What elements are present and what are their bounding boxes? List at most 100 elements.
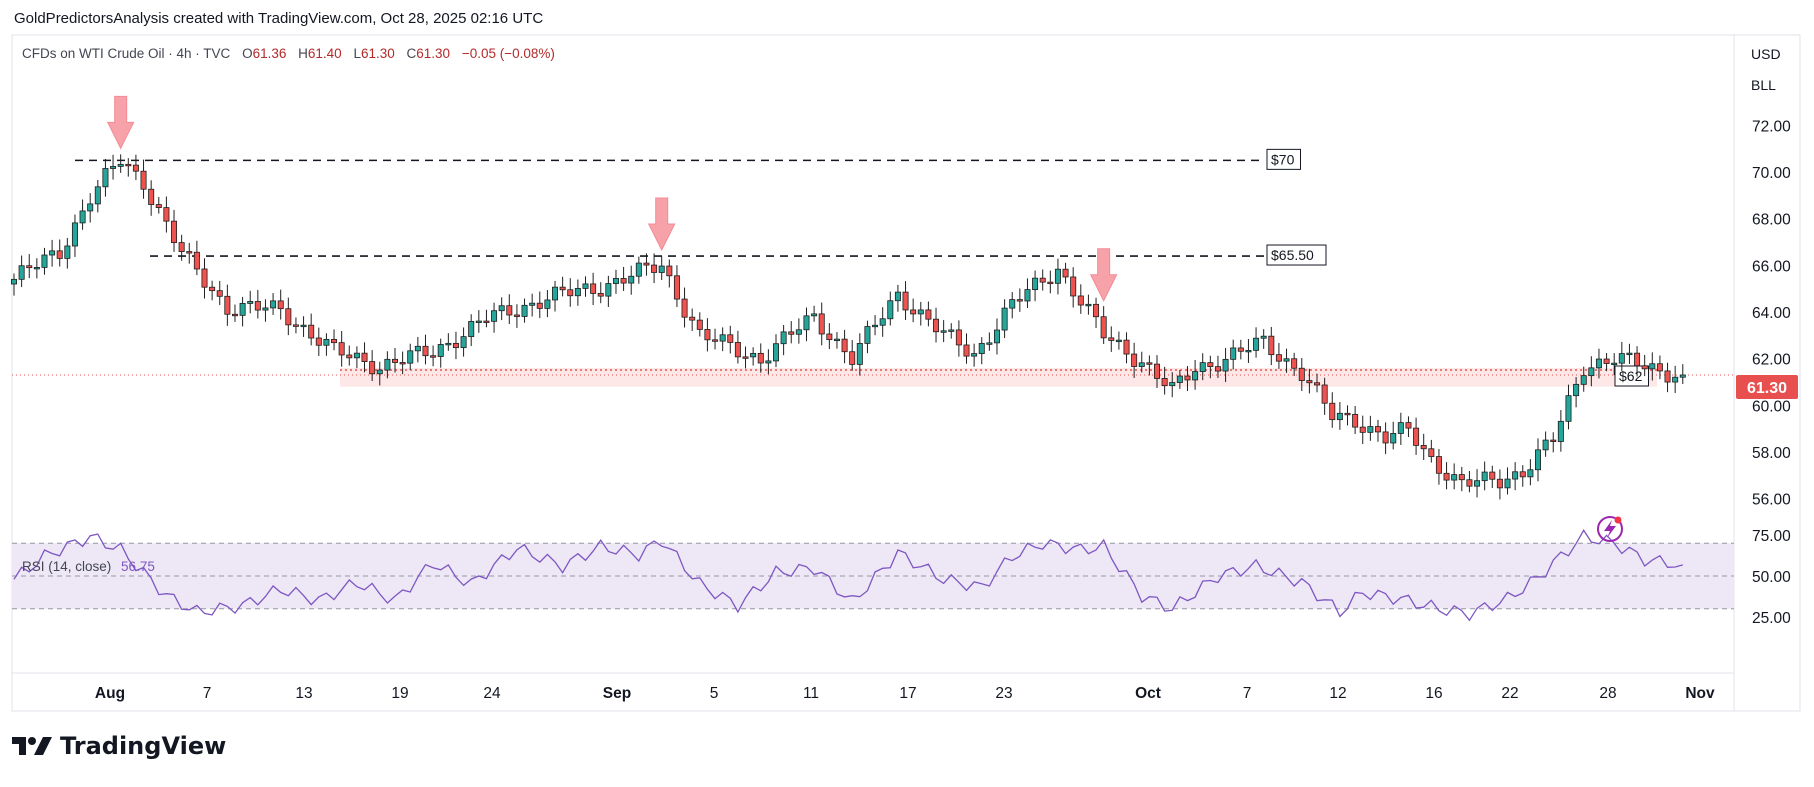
candle-body — [521, 304, 528, 317]
candle-body — [1085, 303, 1092, 307]
candle-body — [1123, 339, 1130, 355]
candle-body — [41, 254, 48, 268]
candle-body — [1016, 299, 1023, 302]
candle-body — [125, 163, 132, 167]
price-annotation-box — [1266, 244, 1327, 266]
price-tick-label: 64.00 — [1752, 305, 1791, 322]
candle-body — [1656, 363, 1663, 372]
currency-label[interactable]: USD — [1751, 46, 1781, 62]
price-tick-label: 68.00 — [1752, 212, 1791, 229]
candle-body — [117, 163, 124, 167]
close-value: 61.30 — [416, 46, 450, 61]
candle-body — [1131, 353, 1138, 367]
candle-body — [399, 362, 406, 365]
candle-body — [757, 352, 764, 364]
candle-body — [132, 164, 139, 172]
alert-ring — [1597, 516, 1623, 542]
candle-body — [1512, 471, 1519, 480]
candle-body — [201, 268, 208, 288]
price-tick-label: 66.00 — [1752, 258, 1791, 275]
candle-body — [1154, 363, 1161, 379]
candle-body — [1634, 352, 1641, 367]
candle-body — [1367, 426, 1374, 433]
candle-body — [468, 321, 475, 338]
change-value: −0.05 (−0.08%) — [462, 46, 555, 61]
rsi-line — [13, 529, 1683, 622]
candle-body — [1222, 358, 1229, 372]
candle-body — [1557, 420, 1564, 442]
candle-body — [353, 352, 360, 359]
candle-body — [529, 302, 536, 306]
close-label: C — [407, 46, 417, 61]
candle-body — [628, 275, 635, 284]
candle-body — [1580, 375, 1587, 385]
time-tick-label: 28 — [1599, 685, 1616, 702]
candle-body — [574, 288, 581, 297]
candle-body — [1024, 289, 1031, 302]
candle-body — [704, 329, 711, 341]
candle-body — [483, 320, 490, 323]
candle-body — [788, 331, 795, 335]
peak-arrow-icon — [106, 95, 135, 150]
time-axis[interactable]: Aug 7 13 19 24 Sep 5 11 17 23 Oct 7 12 16 22 28 Nov — [95, 685, 1715, 702]
candle-body — [1032, 277, 1039, 290]
candle-body — [894, 291, 901, 302]
candle-body — [452, 342, 459, 349]
candle-body — [552, 286, 559, 301]
candle-body — [1588, 367, 1595, 377]
price-axis[interactable]: 72.00 70.00 68.00 66.00 64.00 62.00 60.00 58.00… — [1752, 118, 1791, 508]
resistance-levels-layer: $70 $65.50 $62 — [75, 148, 1649, 387]
candle-body — [1108, 337, 1115, 341]
candle-body — [1451, 474, 1458, 481]
candle-body — [247, 301, 254, 304]
candle-body — [826, 333, 833, 341]
candle-body — [780, 331, 787, 345]
price-tick-label: 58.00 — [1752, 445, 1791, 462]
candle-body — [689, 316, 696, 321]
price-annotation-box — [1614, 365, 1649, 387]
candle-body — [1352, 414, 1359, 428]
price-tick-label: 56.00 — [1752, 492, 1791, 509]
candle-body — [597, 293, 604, 297]
tradingview-brand[interactable]: TradingView — [12, 732, 226, 760]
chart-attribution: GoldPredictorsAnalysis created with Trad… — [14, 10, 544, 27]
candle-body — [300, 324, 307, 328]
time-tick-label: Oct — [1135, 685, 1161, 702]
alert-bolt-icon[interactable] — [1597, 516, 1623, 542]
candle-body — [986, 342, 993, 345]
time-tick-label: 12 — [1329, 685, 1346, 702]
candle-body — [308, 324, 315, 339]
candle-body — [1001, 307, 1008, 331]
candle-body — [292, 324, 299, 327]
candle-body — [955, 329, 962, 346]
candle-body — [612, 278, 619, 284]
candle-body — [643, 262, 650, 266]
candle-body — [1268, 335, 1275, 356]
candle-body — [978, 342, 985, 354]
unit-label[interactable]: BLL — [1751, 77, 1776, 93]
candle-body — [734, 342, 741, 358]
rsi-tick-label: 50.00 — [1752, 569, 1791, 586]
time-tick-label: 16 — [1425, 685, 1442, 702]
candle-body — [1382, 431, 1389, 444]
candle-body — [719, 334, 726, 342]
candle-body — [765, 360, 772, 364]
candle-body — [437, 344, 444, 357]
candle-body — [635, 262, 642, 277]
low-value: 61.30 — [361, 46, 395, 61]
candle-body — [887, 300, 894, 320]
candle-body — [1192, 371, 1199, 381]
candle-body — [1626, 352, 1633, 356]
candle-body — [559, 286, 566, 291]
candle-body — [331, 338, 338, 344]
candle-body — [1550, 439, 1557, 442]
candle-body — [506, 305, 513, 316]
candle-body — [407, 350, 414, 364]
candle-body — [651, 264, 658, 273]
candle-body — [1664, 370, 1671, 383]
candle-body — [171, 220, 178, 243]
candle-body — [102, 168, 109, 188]
price-tick-label: 72.00 — [1752, 118, 1791, 135]
candle-body — [1283, 358, 1290, 362]
